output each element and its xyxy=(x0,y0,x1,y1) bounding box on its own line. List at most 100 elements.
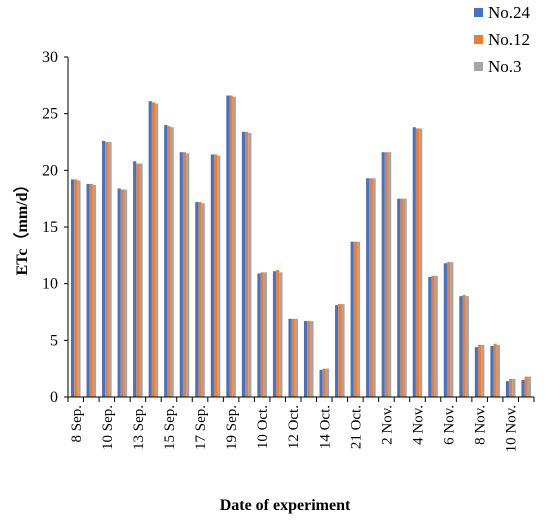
bar-no12 xyxy=(384,152,389,397)
x-tick-label: 2 Nov. xyxy=(379,405,395,445)
bar-no3 xyxy=(263,272,267,397)
bar-no12 xyxy=(353,241,357,397)
x-tick-label: 8 Nov. xyxy=(473,405,489,445)
bar-no12 xyxy=(493,343,497,397)
legend-label: No.24 xyxy=(488,3,531,22)
bar-no3 xyxy=(481,344,485,397)
bar-no12 xyxy=(260,272,264,397)
x-tick-label: 15 Sep. xyxy=(162,405,178,450)
bar-no3 xyxy=(434,275,438,397)
bar-no24 xyxy=(412,127,416,398)
bar-no3 xyxy=(372,178,376,397)
bars-layer xyxy=(70,95,532,398)
bar-no24 xyxy=(226,95,230,397)
x-tick-label: 4 Nov. xyxy=(411,405,427,445)
bar-no3 xyxy=(356,241,361,397)
bar-no24 xyxy=(86,183,90,397)
bar-no24 xyxy=(490,346,494,397)
bar-no12 xyxy=(462,295,466,397)
bar-no12 xyxy=(338,304,342,397)
bar-no24 xyxy=(179,152,183,397)
bar-no3 xyxy=(496,344,500,397)
bar-no24 xyxy=(366,178,370,397)
bar-no24 xyxy=(241,131,246,398)
bar-no24 xyxy=(210,154,214,397)
legend-label: No.3 xyxy=(488,57,522,76)
bar-no3 xyxy=(123,189,128,397)
bar-no3 xyxy=(155,103,159,397)
bar-no12 xyxy=(524,376,528,397)
y-tick-label: 30 xyxy=(42,49,58,66)
bar-no24 xyxy=(288,318,292,397)
bar-no3 xyxy=(310,321,314,397)
bar-no24 xyxy=(303,321,308,397)
y-tick-label: 15 xyxy=(42,219,58,236)
bar-no3 xyxy=(201,203,205,397)
bar-no24 xyxy=(350,241,354,397)
bar-no24 xyxy=(148,101,152,397)
x-tick-label: 17 Sep. xyxy=(193,405,209,450)
bar-no12 xyxy=(415,128,420,397)
bar-no12 xyxy=(276,270,280,397)
bar-no12 xyxy=(446,262,451,397)
bar-no3 xyxy=(139,163,143,397)
bar-no12 xyxy=(105,142,109,397)
bar-no3 xyxy=(279,272,283,397)
bar-no12 xyxy=(120,189,124,397)
bar-no12 xyxy=(167,126,171,397)
bar-no3 xyxy=(341,304,345,397)
bar-no24 xyxy=(381,152,385,397)
bar-no24 xyxy=(335,305,339,397)
bar-no3 xyxy=(92,185,97,397)
bar-no12 xyxy=(89,183,93,397)
bar-no3 xyxy=(403,198,407,397)
bar-no12 xyxy=(151,102,156,397)
x-tick-label: 10 Nov. xyxy=(504,405,520,452)
bar-no12 xyxy=(509,378,513,397)
bar-no12 xyxy=(478,344,482,397)
bar-no12 xyxy=(369,178,373,397)
x-axis-ticks: 8 Sep. 10 Sep. 13 Sep. 15 Sep. 17 Sep. 19 Sep… xyxy=(67,397,535,452)
bar-no3 xyxy=(527,376,532,397)
bar-no12 xyxy=(307,321,311,397)
bar-no3 xyxy=(170,127,174,398)
bar-no24 xyxy=(70,179,75,397)
y-tick-label: 25 xyxy=(42,106,58,123)
bar-no12 xyxy=(198,202,202,397)
legend: No.24 No.12 No.3 xyxy=(474,3,531,76)
bar-no24 xyxy=(397,198,401,397)
bar-no12 xyxy=(213,154,218,397)
bar-no3 xyxy=(419,128,423,397)
bar-no3 xyxy=(232,96,236,398)
bar-no24 xyxy=(474,347,479,397)
bar-no3 xyxy=(325,368,330,397)
bar-no3 xyxy=(186,153,190,397)
legend-swatch xyxy=(474,8,483,17)
bar-no24 xyxy=(459,296,463,397)
bar-no3 xyxy=(77,180,81,397)
x-tick-label: 21 Oct. xyxy=(348,405,364,449)
x-axis-title: Date of experiment xyxy=(220,497,351,514)
bar-no12 xyxy=(245,131,249,398)
bar-no24 xyxy=(505,381,510,397)
bar-no12 xyxy=(431,275,435,397)
x-tick-label: 10 Oct. xyxy=(255,405,271,449)
bar-no12 xyxy=(136,163,140,397)
bar-no3 xyxy=(108,142,112,397)
bar-no24 xyxy=(117,188,121,397)
legend-label: No.12 xyxy=(488,30,530,49)
bar-no3 xyxy=(248,132,252,397)
x-tick-label: 8 Sep. xyxy=(69,405,85,443)
bar-no12 xyxy=(400,198,404,397)
bar-no3 xyxy=(388,152,392,397)
bar-no3 xyxy=(512,378,516,397)
y-axis-ticks: 0 5 10 15 20 25 30 xyxy=(42,49,68,406)
bar-no3 xyxy=(465,296,469,397)
x-tick-label: 13 Sep. xyxy=(131,405,147,450)
legend-swatch xyxy=(474,62,483,71)
y-tick-label: 10 xyxy=(42,276,58,293)
bar-no3 xyxy=(294,318,299,397)
legend-swatch xyxy=(474,35,483,44)
bar-no12 xyxy=(322,368,326,397)
